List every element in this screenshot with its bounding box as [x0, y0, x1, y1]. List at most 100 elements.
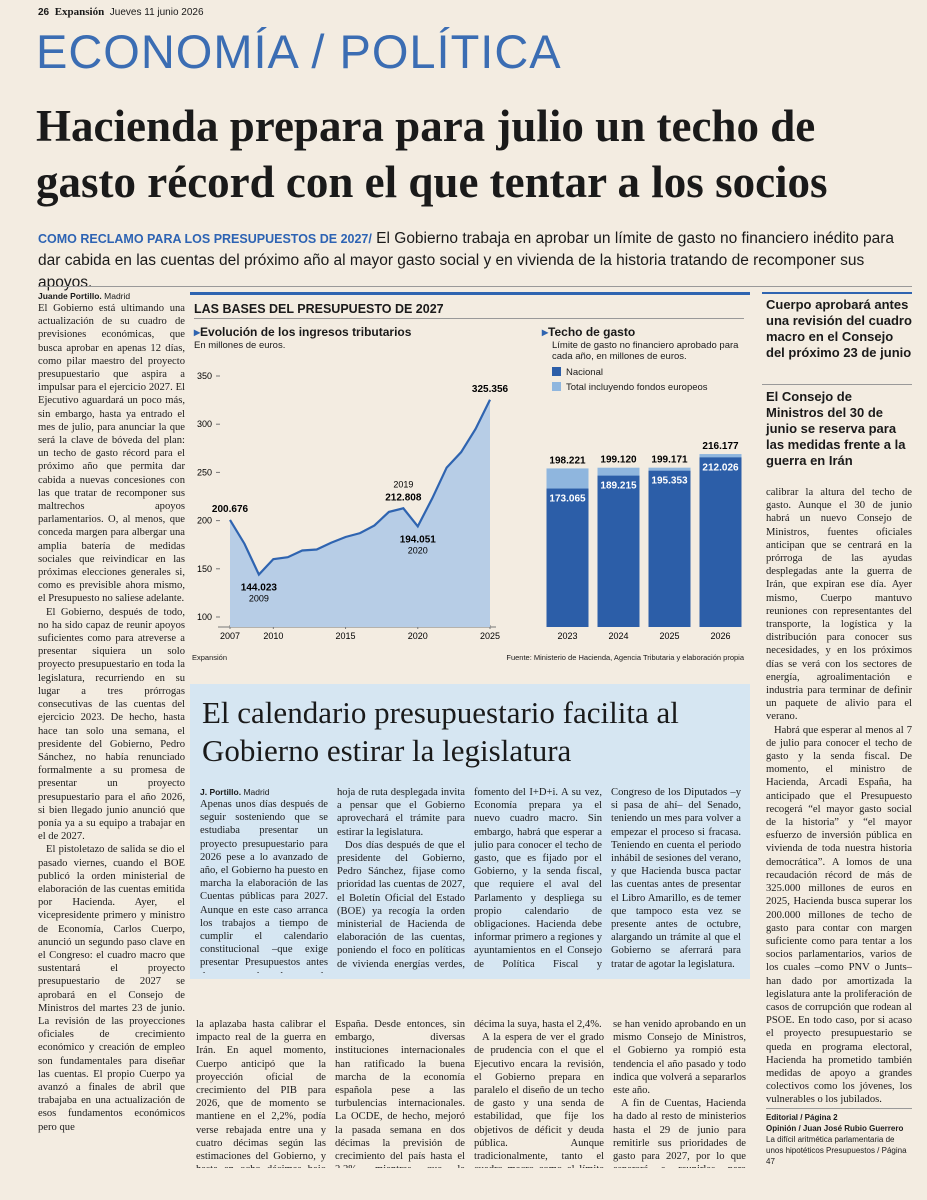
left-column: El Gobierno está ultimando una actualiza… [38, 302, 185, 1166]
paper-name: Expansión [54, 6, 105, 18]
footer: Editorial / Página 2 Opinión / Juan José… [766, 1108, 912, 1167]
paragraph: Dos días después de que el presidente de… [337, 839, 465, 973]
paragraph: El Gobierno, después de todo, no ha sido… [38, 606, 185, 843]
footer-editorial: Editorial / Página 2 [766, 1113, 838, 1122]
graphic-source: Fuente: Ministerio de Hacienda, Agencia … [506, 653, 744, 662]
page-number: 26 [38, 7, 50, 18]
sidebar-item: Cuerpo aprobará antes una revisión del c… [766, 297, 912, 360]
value-label: 173.065 [549, 494, 586, 505]
x-tick-label: 2025 [659, 631, 679, 641]
deck: COMO RECLAMO PARA LOS PRESUPUESTOS DE 20… [38, 228, 898, 294]
bottom-column: se han venido aprobando en un mismo Cons… [613, 1018, 746, 1168]
bar [546, 488, 589, 627]
legend-label: Nacional [566, 367, 603, 378]
paragraph: hoja de ruta desplegada invita a pensar … [337, 787, 465, 838]
x-tick-label: 2023 [557, 631, 577, 641]
sidebar-rule [762, 292, 912, 294]
graphic-rule [194, 318, 744, 319]
paragraph: España. Desde entonces, sin embargo, div… [335, 1019, 465, 1168]
second-column: Congreso de los Diputados –y si pasa de … [611, 786, 741, 973]
value-label: 199.120 [600, 455, 637, 466]
value-label: 144.023 [241, 583, 278, 594]
chart-subtitle: Límite de gasto no financiero aprobado p… [552, 340, 739, 362]
paragraph: A fin de Cuentas, Hacienda ha dado al re… [613, 1098, 746, 1168]
legend-entry: Total incluyendo fondos europeos [552, 380, 708, 395]
paragraph: fomento del I+D+i. A su vez, Economía pr… [474, 787, 602, 973]
y-tick-label: 150 [197, 564, 212, 574]
legend-swatch [552, 367, 561, 376]
byline: J. Portillo. Madrid [200, 787, 269, 797]
chart-title-text: Evolución de los ingresos tributarios [200, 325, 412, 339]
graphic-title: LAS BASES DEL PRESUPUESTO DE 2027 [194, 302, 444, 316]
graphic: LAS BASES DEL PRESUPUESTO DE 2027 ▸Evolu… [190, 292, 750, 668]
bar [597, 475, 640, 627]
bottom-column: España. Desde entonces, sin embargo, div… [335, 1018, 465, 1168]
paragraph: Habrá que esperar al menos al 7 de julio… [766, 724, 912, 1104]
footer-opinion: Opinión / Juan José Rubio Guerrero [766, 1124, 904, 1133]
y-tick-label: 200 [197, 516, 212, 526]
paragraph: se han venido aprobando en un mismo Cons… [613, 1019, 746, 1097]
paragraph: décima la suya, hasta el 2,4%. [474, 1019, 602, 1030]
legend: Nacional Total incluyendo fondos europeos [552, 365, 708, 395]
byline-place: Madrid [243, 787, 270, 797]
value-note: 2009 [249, 594, 269, 604]
value-note: 2020 [408, 545, 428, 555]
value-label: 189.215 [600, 481, 637, 492]
footer-opinion-title: La difícil aritmética parlamentaria de u… [766, 1135, 907, 1166]
chart-title-text: Techo de gasto [548, 325, 636, 339]
x-tick-label: 2015 [336, 631, 356, 641]
second-story-box: El calendario presupuestario facilita al… [190, 684, 750, 979]
chart-title: ▸Techo de gasto [542, 325, 635, 339]
value-note: 2019 [393, 479, 413, 489]
sidebar-item: El Consejo de Ministros del 30 de junio … [766, 389, 906, 468]
value-label: 325.356 [472, 384, 509, 395]
graphic-credit: Expansión [192, 653, 228, 662]
section-title: ECONOMÍA / POLÍTICA [36, 25, 562, 78]
bottom-column: la aplazaba hasta calibrar el impacto re… [196, 1018, 326, 1168]
paragraph: El pistoletazo de salida se dio el pasad… [38, 844, 185, 1133]
headline: Hacienda prepara para julio un techo de … [36, 101, 828, 207]
x-tick-label: 2007 [220, 631, 240, 641]
value-label: 212.808 [385, 492, 422, 503]
rule [38, 286, 912, 287]
y-tick-label: 300 [197, 419, 212, 429]
value-label: 212.026 [702, 462, 739, 473]
second-column: Apenas unos días después de seguir soste… [200, 798, 328, 973]
x-tick-label: 2025 [480, 631, 500, 641]
x-tick-label: 2026 [710, 631, 730, 641]
chart-subtitle: En millones de euros. [194, 340, 286, 351]
x-tick-label: 2024 [608, 631, 628, 641]
legend-label: Total incluyendo fondos europeos [566, 382, 708, 393]
title-marker: ▸ [542, 325, 549, 339]
value-label: 200.676 [212, 504, 249, 515]
y-tick-label: 250 [197, 467, 212, 477]
y-tick-label: 100 [197, 612, 212, 622]
paragraph: calibrar la altura del techo de gasto. A… [766, 487, 912, 723]
deck-lead: COMO RECLAMO PARA LOS PRESUPUESTOS DE 20… [38, 232, 372, 246]
bottom-column: décima la suya, hasta el 2,4%. A la esper… [474, 1018, 604, 1168]
paragraph: El Gobierno está ultimando una actualiza… [38, 303, 185, 605]
bar [699, 457, 742, 627]
second-column: fomento del I+D+i. A su vez, Economía pr… [474, 786, 602, 973]
value-label: 198.221 [549, 455, 586, 466]
x-tick-label: 2010 [263, 631, 283, 641]
area [230, 399, 490, 627]
paragraph: Congreso de los Diputados –y si pasa de … [611, 787, 741, 970]
second-column: hoja de ruta desplegada invita a pensar … [337, 786, 465, 973]
graphic-rule [190, 292, 750, 295]
byline-author: J. Portillo. [200, 787, 242, 797]
right-column: calibrar la altura del techo de gasto. A… [766, 486, 912, 1104]
sidebar-rule [762, 384, 912, 385]
byline-author: Juande Portillo. [38, 291, 102, 301]
chart-title: ▸Evolución de los ingresos tributarios [194, 325, 411, 339]
byline-place: Madrid [104, 291, 131, 301]
x-tick-label: 2020 [408, 631, 428, 641]
value-label: 216.177 [702, 441, 739, 452]
paragraph: A la espera de ver el grado de prudencia… [474, 1032, 604, 1168]
title-marker: ▸ [194, 325, 201, 339]
paragraph: Apenas unos días después de seguir soste… [200, 799, 328, 973]
value-label: 194.051 [400, 534, 437, 545]
legend-swatch [552, 382, 561, 391]
date: Jueves 11 junio 2026 [109, 7, 204, 18]
paragraph: la aplazaba hasta calibrar el impacto re… [196, 1019, 326, 1168]
